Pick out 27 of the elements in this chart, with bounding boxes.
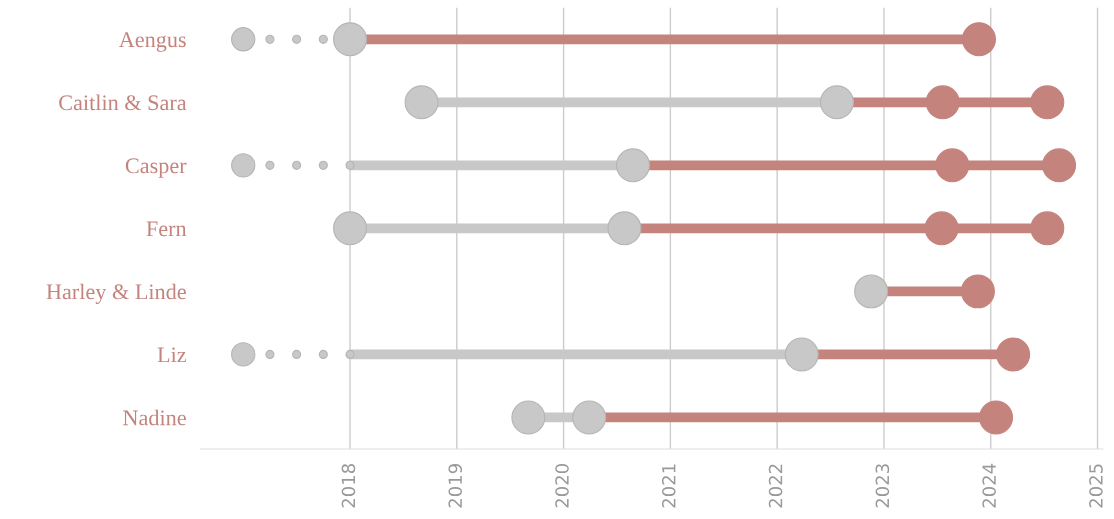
x-tick-label: 2024: [982, 463, 996, 508]
y-tick-label: Harley & Linde: [46, 283, 186, 304]
y-tick-label: Caitlin & Sara: [59, 94, 187, 111]
x-tick-label: 2021: [661, 464, 676, 508]
x-tick-label: 2022: [768, 464, 783, 508]
point: [784, 337, 819, 372]
point: [996, 337, 1031, 372]
x-tick-label: 2019: [448, 464, 463, 508]
x-tick-label: 2023: [875, 464, 890, 508]
x-tick-label: 2020: [555, 464, 569, 508]
point: [572, 400, 607, 435]
point: [960, 274, 995, 309]
point: [1042, 148, 1077, 183]
point: [616, 148, 650, 183]
y-tick-label: Aengus: [118, 32, 186, 52]
point: [1030, 211, 1065, 246]
x-tick-label: 2018: [341, 464, 356, 508]
y-tick-label: Casper: [125, 158, 187, 178]
point: [979, 400, 1014, 435]
y-tick-label: Fern: [146, 221, 187, 237]
y-tick-label: Nadine: [123, 409, 186, 426]
x-tick-label: 2025: [1089, 464, 1103, 508]
point: [961, 22, 996, 57]
point: [1030, 85, 1065, 120]
y-tick-label: Liz: [157, 347, 187, 363]
point: [819, 85, 854, 120]
point: [607, 211, 642, 246]
